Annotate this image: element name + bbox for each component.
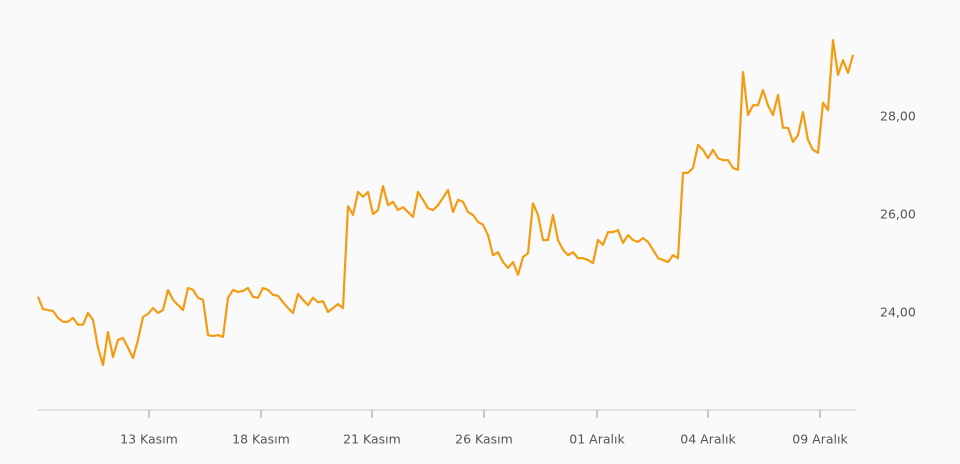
x-tick-label: 01 Aralık bbox=[569, 432, 625, 447]
y-tick-label: 24,00 bbox=[880, 304, 916, 319]
x-tick-label: 18 Kasım bbox=[232, 432, 290, 447]
x-tick-label: 13 Kasım bbox=[120, 432, 178, 447]
x-tick-label: 21 Kasım bbox=[343, 432, 401, 447]
x-tick-label: 26 Kasım bbox=[455, 432, 513, 447]
y-tick-label: 28,00 bbox=[880, 109, 916, 124]
x-tick-label: 09 Aralık bbox=[792, 432, 848, 447]
x-tick-label: 04 Aralık bbox=[680, 432, 736, 447]
y-tick-label: 26,00 bbox=[880, 207, 916, 222]
price-line bbox=[36, 38, 855, 367]
